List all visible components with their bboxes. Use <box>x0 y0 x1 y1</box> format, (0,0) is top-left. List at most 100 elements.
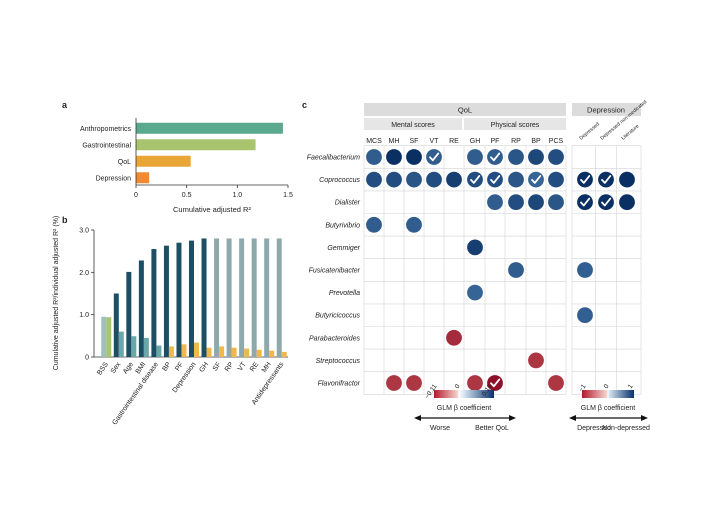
bar-b-individual-1 <box>118 331 124 357</box>
heatmap-cell-1-9 <box>547 171 565 189</box>
category-label-a-0: Anthropometrics <box>80 126 131 133</box>
row-label-10: Flavonifractor <box>318 381 361 388</box>
category-label-a-2: QoL <box>118 159 131 166</box>
legend-qol-title: GLM β coefficient <box>437 405 492 412</box>
bar-b-individual-14 <box>281 351 287 357</box>
heatmap-cell-dep-7-0 <box>576 306 594 324</box>
legend-qol-left: Worse <box>430 425 450 432</box>
bar-a-2 <box>136 155 191 167</box>
row-label-3: Butyrivibrio <box>325 222 360 229</box>
bar-b-cumulative-11 <box>239 238 245 357</box>
heatmap-cell-3-2 <box>405 216 423 234</box>
check-icon <box>490 152 501 162</box>
heatmap-cell-dep-1-0 <box>576 171 594 189</box>
heatmap-cell-10-9 <box>547 374 565 392</box>
bar-b-individual-4 <box>156 345 162 357</box>
bar-a-1 <box>136 139 256 151</box>
category-label-b-6: PF <box>174 361 185 372</box>
row-label-5: Fusicatenibacter <box>309 268 361 275</box>
bar-b-cumulative-4 <box>151 249 157 357</box>
panel-label-c: c <box>302 100 307 110</box>
heatmap-cell-1-0 <box>365 171 383 189</box>
bar-b-individual-12 <box>256 349 262 357</box>
panel-label-a: a <box>62 100 68 110</box>
header-qol <box>364 103 566 116</box>
heatmap-cell-dep-1-1 <box>597 171 615 189</box>
bar-a-3 <box>136 172 150 184</box>
heatmap-cell-0-9 <box>547 148 565 166</box>
row-label-0: Faecalibacterium <box>307 155 360 162</box>
tick-label-b-2: 2.0 <box>79 270 89 277</box>
legend-qol-arrow-right <box>509 415 516 421</box>
bar-b-cumulative-5 <box>163 245 169 357</box>
heatmap-cell-0-5 <box>466 148 484 166</box>
column-label-6: PF <box>491 138 500 145</box>
tick-label-b-3: 3.0 <box>79 228 89 235</box>
bar-b-individual-13 <box>269 350 275 357</box>
bar-b-cumulative-14 <box>276 238 282 357</box>
category-label-a-3: Depression <box>96 175 132 182</box>
bar-b-cumulative-3 <box>138 260 144 357</box>
row-label-6: Prevotella <box>329 290 360 297</box>
legend-dep-arrow-right <box>641 415 648 421</box>
bar-b-cumulative-2 <box>126 271 132 357</box>
header-physical <box>464 118 566 130</box>
heatmap-cell-0-3 <box>425 148 443 166</box>
heatmap-cell-2-8 <box>527 193 545 211</box>
legend-qol-arrow-left <box>414 415 421 421</box>
heatmap-cell-0-0 <box>365 148 383 166</box>
heatmap-cell-4-5 <box>466 238 484 256</box>
column-label-dep-0: Depressed <box>578 121 601 141</box>
heatmap-cell-10-2 <box>405 374 423 392</box>
legend-dep-colorbar <box>582 390 634 398</box>
heatmap-cell-5-7 <box>507 261 525 279</box>
category-label-b-2: Age <box>122 361 135 375</box>
category-label-b-10: RP <box>224 361 236 373</box>
check-icon <box>580 175 591 184</box>
row-label-2: Dialister <box>335 200 361 207</box>
category-label-b-8: GH <box>198 361 210 374</box>
category-label-b-13: MH <box>261 361 273 374</box>
heatmap-cell-0-8 <box>527 148 545 166</box>
heatmap-cell-dep-2-2 <box>618 193 636 211</box>
category-label-b-11: VT <box>237 361 248 373</box>
panel-label-b: b <box>62 215 68 225</box>
legend-qol-zero: 0 <box>454 383 462 390</box>
legend-dep-title: GLM β coefficient <box>581 405 636 412</box>
heatmap-cell-6-5 <box>466 284 484 302</box>
category-label-b-0: BSS <box>96 361 110 377</box>
heatmap-cell-1-3 <box>425 171 443 189</box>
heatmap-cell-1-5 <box>466 171 484 189</box>
legend-dep-zero: 0 <box>603 383 611 390</box>
header-mental <box>364 118 462 130</box>
legend-dep-arrow-left <box>569 415 576 421</box>
bar-b-cumulative-1 <box>113 293 119 357</box>
heatmap-cell-10-1 <box>385 374 403 392</box>
header-depression-label: Depression <box>587 106 625 115</box>
category-label-a-1: Gastrointestinal <box>82 142 131 149</box>
check-icon <box>601 175 612 184</box>
tick-label-b-0: 0 <box>85 355 89 362</box>
tick-label-a-0: 0 <box>134 192 138 199</box>
heatmap-cell-dep-5-0 <box>576 261 594 279</box>
header-physical-label: Physical scores <box>491 122 540 129</box>
heatmap-cell-10-5 <box>466 374 484 392</box>
bar-b-cumulative-7 <box>189 240 194 357</box>
column-label-1: MH <box>389 138 400 145</box>
bar-b-individual-9 <box>219 346 225 357</box>
row-label-1: Coprococcus <box>319 177 360 184</box>
heatmap-cell-1-4 <box>445 171 463 189</box>
bar-b-individual-2 <box>131 336 137 357</box>
heatmap-cell-9-8 <box>527 351 545 369</box>
heatmap-cell-1-2 <box>405 171 423 189</box>
column-label-5: GH <box>470 138 481 145</box>
bar-b-cumulative-0 <box>101 316 107 357</box>
check-icon <box>490 175 501 184</box>
column-label-8: BP <box>531 138 541 145</box>
heatmap-cell-1-1 <box>385 171 403 189</box>
heatmap-cell-1-6 <box>486 171 504 189</box>
heatmap-cell-0-1 <box>385 148 403 166</box>
tick-label-a-3: 1.5 <box>283 192 293 199</box>
heatmap-cell-2-6 <box>486 193 504 211</box>
